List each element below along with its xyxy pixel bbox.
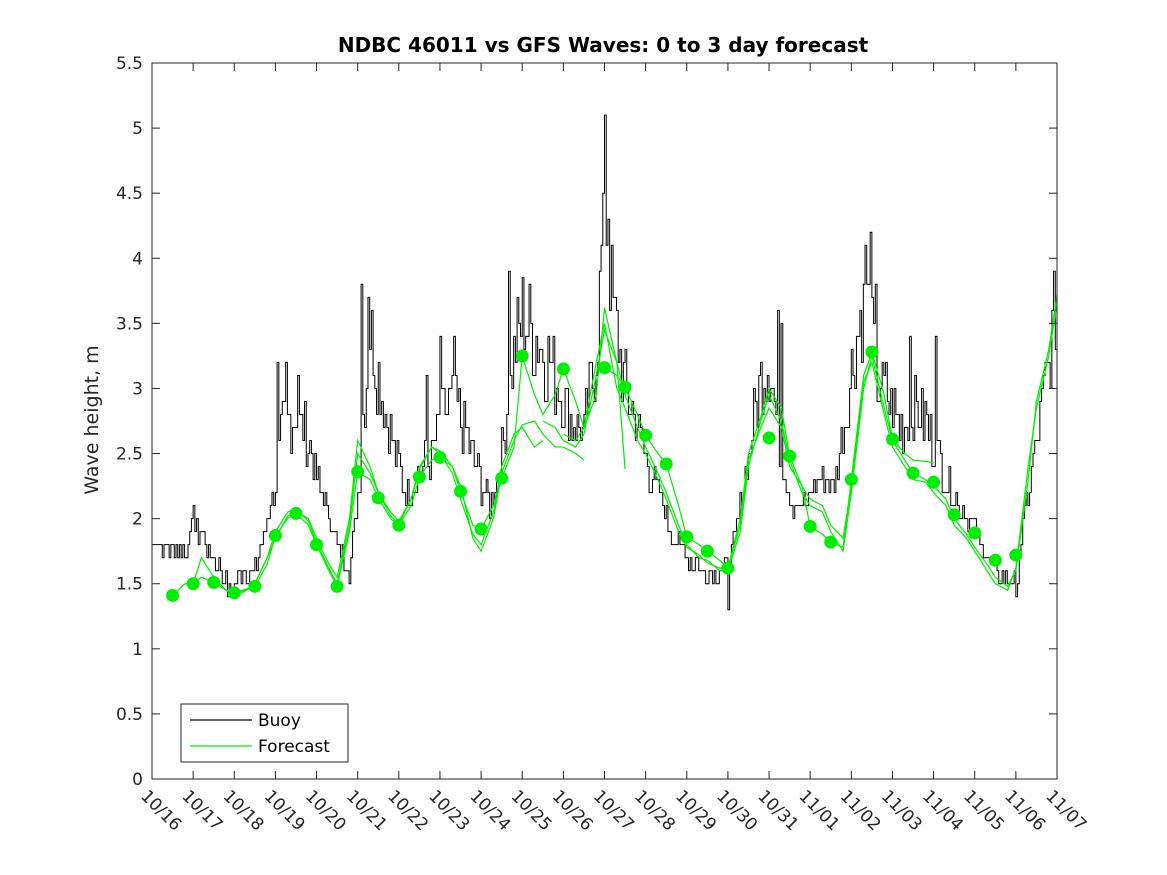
forecast-marker [433,450,447,464]
forecast-marker [824,535,838,549]
forecast-marker [371,491,385,505]
forecast-marker [454,484,468,498]
y-tick-label: 0.5 [116,705,143,725]
forecast-marker [700,544,714,558]
series-group [152,114,1057,611]
forecast-marker [844,473,858,487]
forecast-marker [166,588,180,602]
chart-title: NDBC 46011 vs GFS Waves: 0 to 3 day fore… [338,33,869,57]
forecast-marker [865,345,879,359]
forecast-marker [186,577,200,591]
forecast-marker [803,519,817,533]
forecast-marker [412,470,426,484]
legend-box [180,703,349,763]
y-tick-label: 4.5 [116,184,143,204]
forecast-marker [227,586,241,600]
y-tick-label: 0 [132,770,143,790]
y-axis-label: Wave height, m [81,345,103,494]
forecast-run-line-4 [542,294,1057,588]
buoy-series-line [152,114,1057,611]
y-tick-label: 2.5 [116,445,143,465]
forecast-run-line-6 [604,350,934,570]
y-tick-label: 3 [132,379,143,399]
forecast-marker [762,431,776,445]
forecast-marker [268,529,282,543]
y-tick-label: 5 [132,119,143,139]
forecast-marker [783,449,797,463]
forecast-marker [598,361,611,375]
forecast-marker [310,538,324,552]
forecast-marker [495,471,509,485]
y-tick-label: 5.5 [116,54,143,74]
forecast-marker [207,575,221,589]
forecast-marker [392,518,406,532]
forecast-marker [947,508,961,522]
forecast-marker [885,432,899,446]
forecast-marker [968,526,982,540]
y-tick-label: 1.5 [116,575,143,595]
forecast-marker [1009,548,1023,562]
y-tick-label: 1 [132,640,143,660]
forecast-run-line-5 [563,303,1057,592]
forecast-marker [618,380,632,394]
forecast-marker [474,522,488,536]
y-tick-label: 3.5 [116,314,143,334]
legend-buoy-label: Buoy [258,711,301,731]
forecast-marker [515,349,529,363]
legend-forecast-label: Forecast [258,737,330,757]
y-tick-label: 2 [132,510,143,530]
forecast-marker [659,457,673,471]
forecast-marker [680,530,694,544]
plot-area [152,63,1057,779]
forecast-marker [248,579,262,593]
y-tick-label: 4 [132,249,143,269]
forecast-marker [351,465,365,479]
forecast-marker [289,506,303,520]
forecast-marker [906,466,920,480]
forecast-marker [639,428,653,442]
forecast-marker [330,579,344,593]
legend: Buoy Forecast [180,703,349,763]
forecast-marker [721,561,735,575]
forecast-marker [988,553,1002,567]
forecast-marker [927,475,941,489]
forecast-marker [556,362,570,376]
